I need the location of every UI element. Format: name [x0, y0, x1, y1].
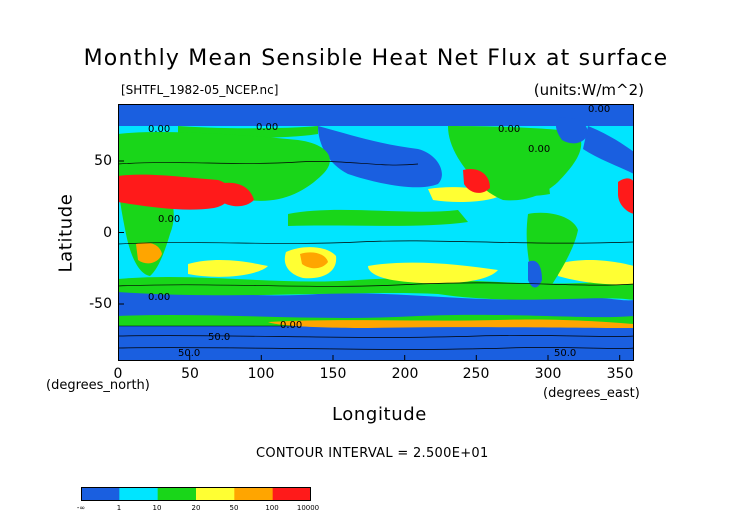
colorbar	[81, 487, 311, 501]
units-label: (units:W/m^2)	[533, 81, 644, 99]
south-pacific-yellow	[368, 262, 498, 284]
contour-lines	[118, 161, 634, 350]
map-title: Monthly Mean Sensible Heat Net Flux at s…	[83, 46, 669, 71]
colorbar-label: 10	[152, 504, 162, 512]
x-tick-label: 0	[113, 366, 123, 382]
contour-label: 0.00	[498, 124, 520, 135]
colorbar-label: 100	[265, 504, 279, 512]
colorbar-swatch	[272, 487, 311, 501]
arabia-red	[218, 182, 254, 207]
x-tick-label: 300	[534, 366, 562, 382]
west-africa-red	[618, 178, 634, 214]
arctic-band	[118, 104, 634, 126]
y-axis-sublabel: (degrees_north)	[46, 378, 150, 393]
colorbar-swatch	[157, 487, 197, 501]
x-axis-label: Longitude	[332, 404, 427, 425]
colorbar-label: 20	[191, 504, 201, 512]
y-tick-marks	[118, 160, 124, 305]
y-axis-label: Latitude	[55, 193, 77, 273]
x-axis-sublabel: (degrees_east)	[543, 386, 640, 401]
south-africa-orange	[136, 242, 162, 264]
contour-label: 50.0	[554, 348, 576, 359]
contour-label: 0.00	[280, 320, 302, 331]
contour-label: 0.00	[588, 104, 610, 115]
colorbar-swatch	[119, 487, 159, 501]
colorbar-label: -∞	[76, 504, 86, 512]
colorbar-swatch	[234, 487, 274, 501]
y-tick-label: 0	[103, 225, 112, 241]
south-america-blue	[528, 260, 542, 288]
north-america-red	[463, 168, 490, 193]
colorbar-swatch	[81, 487, 120, 501]
x-tick-label: 50	[181, 366, 199, 382]
x-tick-label: 100	[247, 366, 275, 382]
contour-label: 0.00	[158, 214, 180, 225]
flux-map: 0.00 0.00 0.00 0.00 0.00 0.00 0.00 0.00 …	[118, 104, 634, 361]
x-tick-label: 250	[462, 366, 490, 382]
contour-interval-label: CONTOUR INTERVAL = 2.500E+01	[256, 446, 489, 461]
y-tick-label: -50	[89, 296, 112, 312]
y-tick-label: 50	[94, 153, 112, 169]
x-tick-label: 200	[391, 366, 419, 382]
australia-orange	[300, 252, 328, 269]
file-label: [SHTFL_1982-05_NCEP.nc]	[121, 83, 279, 97]
north-atlantic-blue	[583, 126, 634, 174]
x-tick-marks	[118, 355, 621, 361]
greenland	[555, 117, 588, 144]
tropical-green-pacific	[288, 209, 468, 226]
southern-green-belt	[118, 276, 634, 300]
north-pacific-blue	[318, 126, 442, 188]
contour-label: 0.00	[148, 292, 170, 303]
contour-label: 50.0	[178, 348, 200, 359]
colorbar-label: 10000	[296, 504, 320, 512]
south-atlantic-yellow	[558, 260, 634, 285]
colorbar-label: 1	[116, 504, 122, 512]
contour-label: 0.00	[148, 124, 170, 135]
contour-label: 50.0	[208, 332, 230, 343]
contour-label: 0.00	[528, 144, 550, 155]
colorbar-label: 50	[229, 504, 239, 512]
sahara-red	[118, 174, 232, 210]
antarctic-coast-orange	[268, 319, 634, 328]
contour-label: 0.00	[256, 122, 278, 133]
x-tick-label: 350	[606, 366, 634, 382]
indian-ocean-yellow	[188, 260, 268, 277]
x-tick-label: 150	[319, 366, 347, 382]
colorbar-swatch	[196, 487, 235, 501]
